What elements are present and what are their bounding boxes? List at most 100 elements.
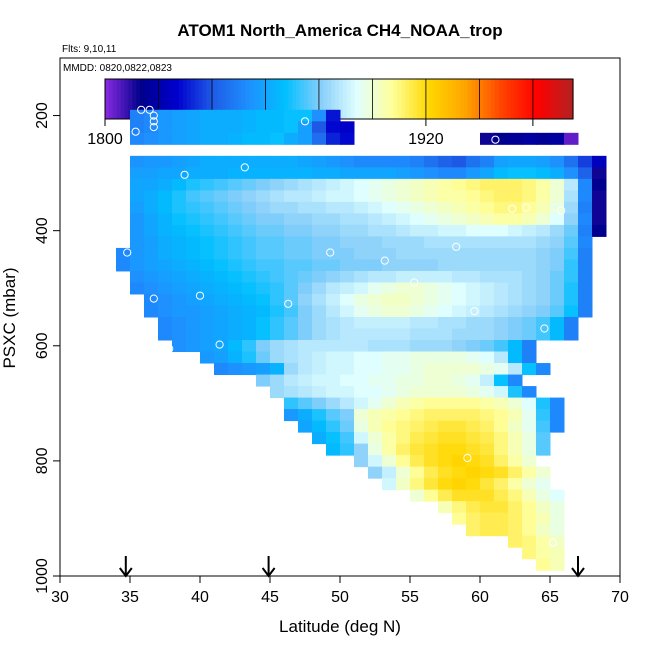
heatmap-cell: [326, 121, 341, 134]
heatmap-cell: [480, 489, 495, 502]
heatmap-cell: [550, 489, 565, 502]
heatmap-cell: [522, 247, 537, 260]
heatmap-cell: [270, 270, 285, 283]
heatmap-cell: [368, 351, 383, 364]
heatmap-cell: [452, 213, 467, 226]
heatmap-cell: [340, 443, 355, 456]
heatmap-cell: [536, 409, 551, 422]
heatmap-cell: [452, 224, 467, 237]
heatmap-cell: [410, 432, 425, 445]
heatmap-cell: [242, 328, 257, 341]
heatmap-cell: [536, 201, 551, 214]
colorbar-segment: [518, 79, 523, 119]
heatmap-cell: [424, 155, 439, 168]
heatmap-cell: [298, 167, 313, 180]
heatmap-cell: [410, 455, 425, 468]
heatmap-cell: [424, 282, 439, 295]
heatmap-cell: [410, 351, 425, 364]
down-arrow-icon: [119, 556, 133, 578]
colorbar-segment: [132, 79, 137, 119]
heatmap-cell: [410, 489, 425, 502]
heatmap-cell: [298, 236, 313, 249]
heatmap-cell: [522, 224, 537, 237]
heatmap-cell: [144, 236, 159, 249]
heatmap-cell: [382, 224, 397, 237]
heatmap-cell: [340, 259, 355, 272]
heatmap-cell: [340, 121, 355, 134]
heatmap-cell: [410, 178, 425, 191]
heatmap-cell: [480, 420, 495, 433]
heatmap-cell: [424, 236, 439, 249]
heatmap-cell: [424, 351, 439, 364]
heatmap-cell: [382, 340, 397, 353]
heatmap-cell: [410, 443, 425, 456]
y-tick-label: 1000: [34, 558, 51, 594]
heatmap-cell: [536, 293, 551, 306]
heatmap-cell: [326, 236, 341, 249]
heatmap-cell: [130, 259, 145, 272]
heatmap-cell: [494, 224, 509, 237]
heatmap-cell: [354, 167, 369, 180]
heatmap-cell: [508, 224, 523, 237]
heatmap-cell: [368, 155, 383, 168]
heatmap-cell: [550, 167, 565, 180]
heatmap-cell: [592, 213, 607, 226]
heatmap-cell: [424, 213, 439, 226]
heatmap-cell: [270, 213, 285, 226]
heatmap-cell: [452, 293, 467, 306]
heatmap-cell: [466, 512, 481, 525]
heatmap-cell: [354, 201, 369, 214]
heatmap-cell: [536, 397, 551, 410]
heatmap-cell: [396, 351, 411, 364]
heatmap-cell: [284, 155, 299, 168]
heatmap-cell: [382, 282, 397, 295]
heatmap-cell: [480, 512, 495, 525]
heatmap-cell: [410, 293, 425, 306]
heatmap-cell: [340, 340, 355, 353]
colorbar-segment: [545, 79, 551, 119]
heatmap-cell: [158, 317, 173, 330]
heatmap-cell: [424, 247, 439, 260]
heatmap-cell: [480, 386, 495, 399]
heatmap-cell: [480, 397, 495, 410]
heatmap-cell: [354, 455, 369, 468]
heatmap-cell: [284, 282, 299, 295]
heatmap-cell: [298, 420, 313, 433]
heatmap-cell: [172, 340, 187, 353]
observation-point: [131, 127, 140, 136]
heatmap-cell: [508, 282, 523, 295]
heatmap-cell: [466, 178, 481, 191]
heatmap-cell: [326, 213, 341, 226]
heatmap-cell: [508, 213, 523, 226]
heatmap-cell: [550, 178, 565, 191]
heatmap-cell: [424, 420, 439, 433]
heatmap-cell: [214, 224, 229, 237]
heatmap-cell: [242, 282, 257, 295]
heatmap-cell: [466, 420, 481, 433]
plot-frame: [59, 57, 621, 577]
colorbar-segment: [147, 79, 153, 119]
heatmap-cell: [312, 386, 327, 399]
heatmap-cell: [368, 259, 383, 272]
heatmap-cell: [466, 363, 481, 376]
heatmap-cell: [186, 121, 201, 134]
heatmap-cell: [466, 455, 481, 468]
heatmap-cell: [228, 247, 243, 260]
heatmap-cell: [564, 167, 579, 180]
heatmap-cell: [494, 259, 509, 272]
heatmap-cell: [270, 178, 285, 191]
heatmap-cell: [382, 190, 397, 203]
colorbar-segment: [467, 79, 473, 119]
heatmap-cell: [466, 466, 481, 479]
heatmap-cell: [214, 236, 229, 249]
heatmap-cell: [326, 155, 341, 168]
colorbar-segment: [475, 79, 480, 119]
heatmap-cell: [494, 432, 509, 445]
heatmap-cell: [214, 351, 229, 364]
heatmap-cell: [452, 155, 467, 168]
heatmap-cell: [298, 409, 313, 422]
heatmap-cell: [438, 374, 453, 387]
heatmap-cell: [354, 155, 369, 168]
heatmap-cell: [564, 293, 579, 306]
heatmap-cell: [172, 109, 187, 122]
